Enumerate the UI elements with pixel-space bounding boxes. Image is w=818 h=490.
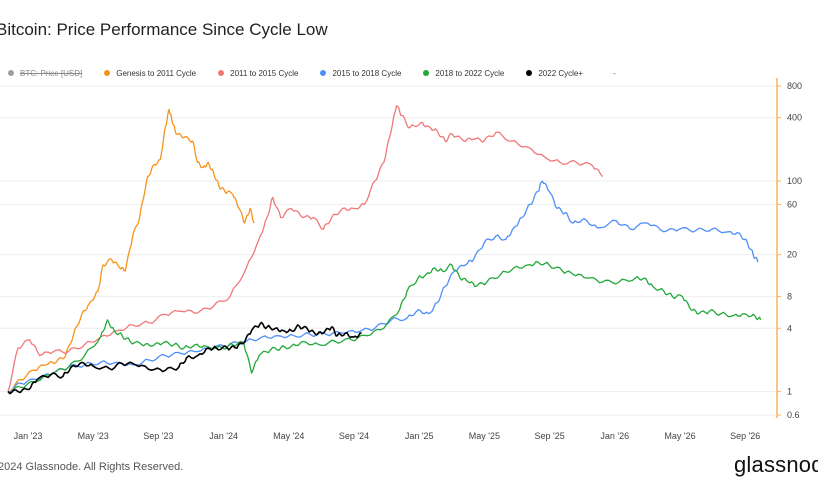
legend-item-2015-2018[interactable]: 2015 to 2018 Cycle [320,69,401,78]
series-line-genesis-to-2011-cycle[interactable] [7,108,255,393]
series-line-2022-cycle[interactable] [7,321,362,395]
series-line-2018-to-2022-cycle[interactable] [7,260,762,394]
legend-dot [104,70,111,76]
y-tick-label: 20 [787,250,797,260]
legend-extra: - [613,68,616,78]
legend-item-2018-2022[interactable]: 2018 to 2022 Cycle [423,69,504,78]
x-tick-label: May '24 [273,431,304,441]
chart-title: Bitcoin: Price Performance Since Cycle L… [0,20,328,39]
y-tick-label: 8 [787,292,792,302]
legend-label: 2018 to 2022 Cycle [435,68,505,78]
y-tick-label: 60 [787,199,797,209]
chart-legend: BTC: Price [USD] Genesis to 2011 Cycle 2… [8,66,616,80]
x-tick-label: Jan '25 [405,431,434,441]
y-tick-label: 4 [787,323,792,333]
y-tick-label: 800 [787,81,802,91]
legend-dot [8,70,14,76]
legend-item-genesis-2011[interactable]: Genesis to 2011 Cycle [104,69,196,78]
legend-label: 2011 to 2015 Cycle [230,68,299,78]
glassnode-logo: glassnode [734,452,818,477]
legend-dot [423,70,430,76]
series-line-2011-to-2015-cycle[interactable] [7,105,604,392]
x-tick-label: Sep '23 [143,431,173,441]
x-tick-label: May '23 [78,431,109,441]
legend-item-2022-cycle[interactable]: 2022 Cycle+ [526,69,583,78]
series-line-2015-to-2018-cycle[interactable] [7,180,759,393]
y-tick-label: 400 [787,113,802,123]
x-tick-label: Jan '24 [209,431,238,441]
x-tick-label: Sep '25 [534,431,564,441]
legend-dot [320,70,327,76]
x-tick-label: Jan '26 [600,431,629,441]
y-tick-label: 0.6 [787,410,800,420]
y-tick-label: 100 [787,176,802,186]
copyright-text: 2024 Glassnode. All Rights Reserved. [0,461,184,473]
legend-dot [526,70,533,76]
legend-label: Genesis to 2011 Cycle [116,68,197,78]
x-tick-label: May '26 [664,431,695,441]
legend-item-btc-price[interactable]: BTC: Price [USD] [8,69,82,78]
legend-label: 2015 to 2018 Cycle [332,68,402,78]
x-tick-label: Jan '23 [14,431,43,441]
legend-label: 2022 Cycle+ [538,68,584,78]
x-tick-label: May '25 [469,431,500,441]
legend-label: BTC: Price [USD] [20,68,83,78]
x-tick-label: Sep '26 [730,431,760,441]
legend-dot [218,70,225,76]
legend-item-2011-2015[interactable]: 2011 to 2015 Cycle [218,69,298,78]
x-tick-label: Sep '24 [339,431,369,441]
y-tick-label: 1 [787,387,792,397]
